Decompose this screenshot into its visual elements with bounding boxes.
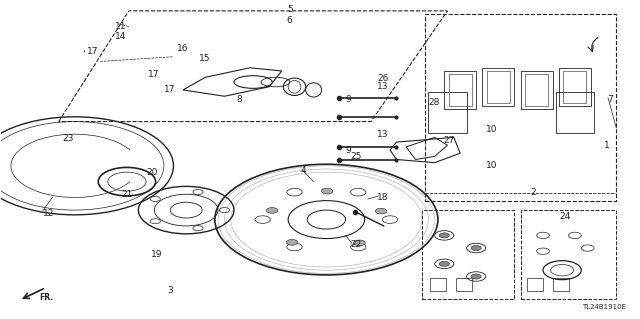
Circle shape: [471, 274, 481, 279]
Bar: [456, 278, 472, 291]
Bar: [552, 278, 568, 291]
Bar: [527, 278, 543, 291]
Text: 8: 8: [236, 95, 242, 104]
Text: 5: 5: [287, 5, 292, 14]
Text: 6: 6: [287, 16, 292, 25]
Text: 9: 9: [346, 145, 351, 154]
Circle shape: [439, 233, 449, 238]
Text: 3: 3: [167, 286, 173, 295]
Text: 13: 13: [378, 130, 389, 139]
Text: 25: 25: [351, 152, 362, 161]
Text: 18: 18: [378, 193, 389, 202]
Text: 26: 26: [378, 74, 388, 83]
Text: 23: 23: [62, 134, 74, 144]
Text: 28: 28: [428, 98, 440, 107]
Circle shape: [471, 246, 481, 250]
Text: 12: 12: [43, 209, 54, 218]
Text: 10: 10: [486, 161, 497, 170]
Text: 4: 4: [301, 166, 307, 175]
Circle shape: [286, 240, 298, 245]
Text: FR.: FR.: [40, 293, 54, 301]
Text: 24: 24: [559, 212, 570, 221]
Text: 17: 17: [148, 70, 159, 78]
Text: 14: 14: [115, 32, 126, 41]
Text: 27: 27: [443, 136, 454, 145]
Text: 19: 19: [151, 250, 163, 259]
Circle shape: [321, 188, 333, 194]
Text: 9: 9: [346, 95, 351, 104]
Text: 13: 13: [378, 82, 389, 91]
Text: 16: 16: [177, 44, 188, 53]
Text: 11: 11: [115, 22, 126, 31]
Text: 20: 20: [147, 168, 158, 177]
Text: 17: 17: [88, 48, 99, 56]
Bar: [430, 278, 446, 291]
Text: 17: 17: [164, 85, 175, 94]
Bar: [521, 210, 616, 299]
Circle shape: [376, 208, 387, 214]
Bar: [422, 210, 515, 299]
Circle shape: [439, 261, 449, 266]
Circle shape: [354, 240, 365, 246]
Text: 15: 15: [199, 54, 211, 63]
Circle shape: [266, 208, 278, 213]
Text: 7: 7: [607, 95, 612, 104]
Bar: [425, 14, 616, 201]
Text: 10: 10: [486, 125, 497, 134]
Text: 21: 21: [121, 190, 132, 199]
Text: TL24B1910E: TL24B1910E: [582, 304, 626, 310]
Text: 1: 1: [604, 141, 609, 150]
Text: 22: 22: [351, 241, 362, 249]
Text: 2: 2: [531, 188, 536, 197]
